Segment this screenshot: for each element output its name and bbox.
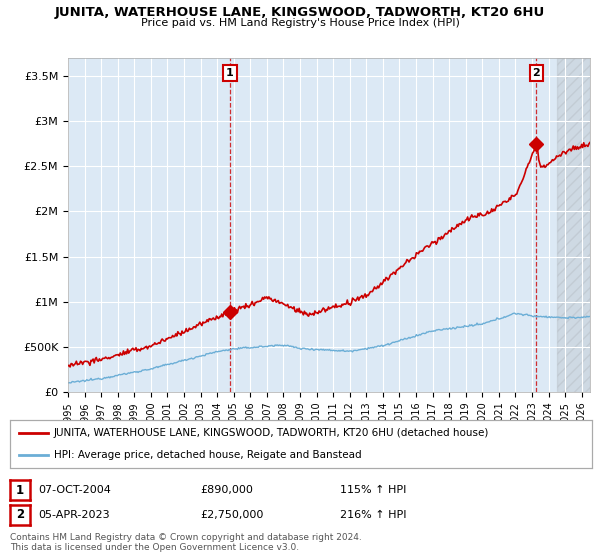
Text: Contains HM Land Registry data © Crown copyright and database right 2024.
This d: Contains HM Land Registry data © Crown c… (10, 533, 362, 552)
Text: 2: 2 (16, 508, 24, 521)
Text: 05-APR-2023: 05-APR-2023 (38, 510, 110, 520)
Text: 1: 1 (226, 68, 234, 78)
Text: £2,750,000: £2,750,000 (200, 510, 263, 520)
Text: HPI: Average price, detached house, Reigate and Banstead: HPI: Average price, detached house, Reig… (53, 450, 361, 460)
Text: JUNITA, WATERHOUSE LANE, KINGSWOOD, TADWORTH, KT20 6HU (detached house): JUNITA, WATERHOUSE LANE, KINGSWOOD, TADW… (53, 428, 489, 438)
Text: 216% ↑ HPI: 216% ↑ HPI (340, 510, 407, 520)
Bar (557, 58, 590, 392)
Text: Price paid vs. HM Land Registry's House Price Index (HPI): Price paid vs. HM Land Registry's House … (140, 18, 460, 28)
Text: £890,000: £890,000 (200, 485, 253, 495)
Text: 07-OCT-2004: 07-OCT-2004 (38, 485, 111, 495)
Text: JUNITA, WATERHOUSE LANE, KINGSWOOD, TADWORTH, KT20 6HU: JUNITA, WATERHOUSE LANE, KINGSWOOD, TADW… (55, 6, 545, 18)
Text: 2: 2 (533, 68, 541, 78)
Text: 1: 1 (16, 483, 24, 497)
Text: 115% ↑ HPI: 115% ↑ HPI (340, 485, 406, 495)
